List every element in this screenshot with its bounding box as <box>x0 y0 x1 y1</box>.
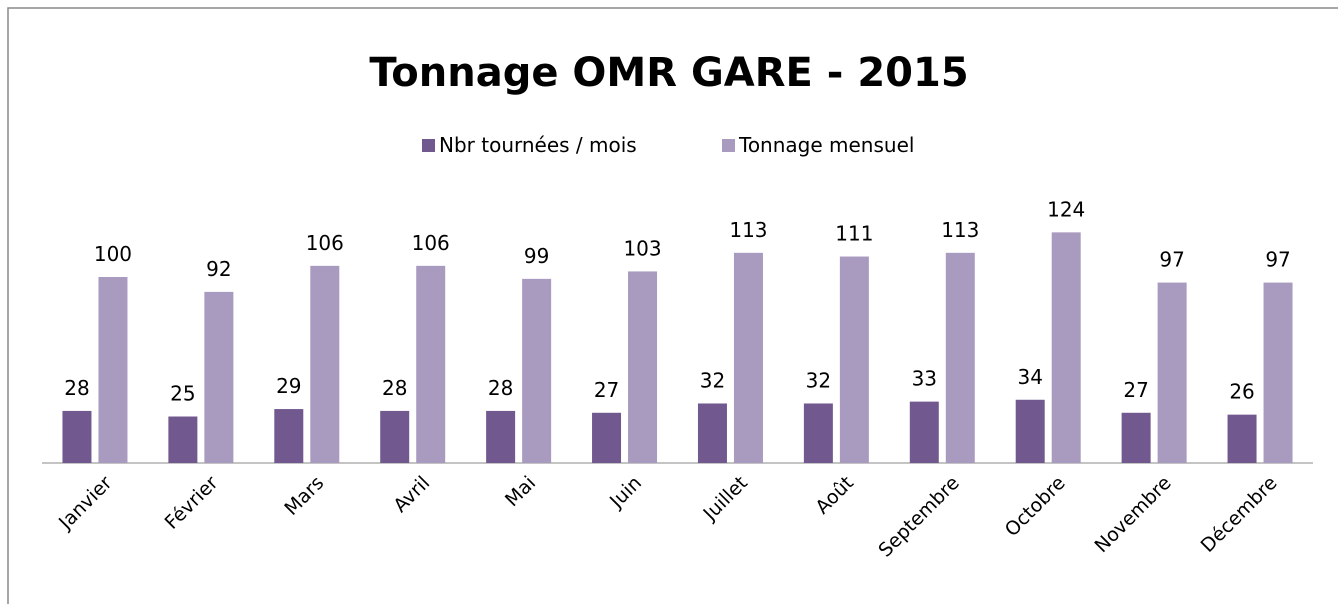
data-label: 100 <box>94 242 132 266</box>
bar <box>1121 412 1151 463</box>
data-label: 97 <box>1265 248 1290 272</box>
data-label: 27 <box>1123 378 1148 402</box>
bar <box>1263 282 1293 463</box>
bar <box>98 277 128 463</box>
data-label: 97 <box>1159 248 1184 272</box>
bar <box>839 256 869 463</box>
data-label: 92 <box>206 257 231 281</box>
data-label: 32 <box>806 368 831 392</box>
data-label: 99 <box>524 244 549 268</box>
bar <box>803 403 833 463</box>
bar <box>522 278 552 463</box>
data-label: 25 <box>170 382 195 406</box>
data-label: 26 <box>1229 380 1254 404</box>
data-label: 28 <box>488 376 513 400</box>
bar <box>1157 282 1187 463</box>
legend-swatch <box>422 139 435 152</box>
bar <box>909 401 939 463</box>
bar <box>628 271 658 463</box>
data-label: 113 <box>941 218 979 242</box>
bar <box>733 252 763 463</box>
data-label: 33 <box>912 367 937 391</box>
data-label: 111 <box>835 222 873 246</box>
bar <box>1015 399 1045 463</box>
bar <box>380 410 410 463</box>
data-label: 106 <box>412 231 450 255</box>
bar <box>168 416 198 463</box>
bar <box>62 410 92 463</box>
legend-label: Nbr tournées / mois <box>439 133 637 157</box>
legend-label: Tonnage mensuel <box>738 133 914 157</box>
bar <box>1227 414 1257 463</box>
bar <box>486 410 516 463</box>
data-label: 29 <box>276 374 301 398</box>
bar <box>1051 232 1081 463</box>
data-label: 27 <box>594 378 619 402</box>
bar <box>416 265 446 463</box>
data-label: 32 <box>700 368 725 392</box>
bar <box>592 412 622 463</box>
bar <box>274 409 304 463</box>
bar <box>204 291 234 463</box>
data-label: 113 <box>729 218 767 242</box>
chart-title: Tonnage OMR GARE - 2015 <box>369 50 968 96</box>
bar <box>945 252 975 463</box>
data-label: 28 <box>382 376 407 400</box>
bar <box>310 265 340 463</box>
bar <box>697 403 727 463</box>
data-label: 103 <box>623 236 661 260</box>
data-label: 34 <box>1017 365 1042 389</box>
data-label: 106 <box>306 231 344 255</box>
data-label: 28 <box>64 376 89 400</box>
data-label: 124 <box>1047 197 1085 221</box>
legend-swatch <box>722 139 735 152</box>
